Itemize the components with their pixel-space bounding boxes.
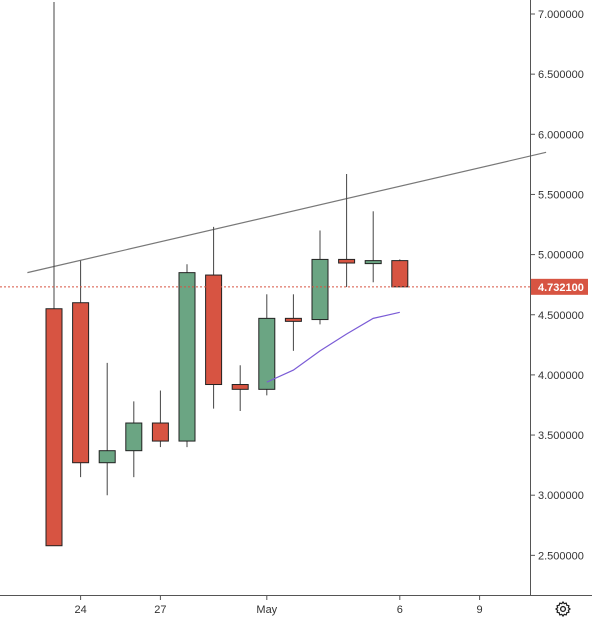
- candle: [151, 390, 169, 448]
- candle: [284, 294, 302, 351]
- y-tick-label: 3.500000: [538, 430, 584, 442]
- last-price-label: 4.732100: [538, 282, 584, 294]
- candle: [98, 362, 116, 496]
- x-tick-label: 24: [74, 604, 86, 616]
- y-tick-label: 6.500000: [538, 69, 584, 81]
- candle: [311, 230, 329, 325]
- y-tick-label: 2.500000: [538, 550, 584, 562]
- candle-body-down: [284, 317, 302, 322]
- candle: [45, 1, 63, 547]
- last-price-label-box: [531, 278, 588, 295]
- candle-body-up: [258, 317, 276, 390]
- candle: [205, 226, 223, 409]
- x-tick-label: 27: [154, 604, 166, 616]
- candle: [178, 264, 196, 448]
- candle-body-up: [178, 272, 196, 442]
- y-tick-label: 4.000000: [538, 370, 584, 382]
- y-tick-label: 5.500000: [538, 189, 584, 201]
- candle-body-down: [231, 384, 249, 390]
- y-tick-label: 4.500000: [538, 310, 584, 322]
- y-tick-label: 7.000000: [538, 9, 584, 21]
- candle-body-up: [364, 260, 382, 265]
- candle-body-up: [125, 422, 143, 452]
- candle: [125, 401, 143, 478]
- y-tick-label: 5.000000: [538, 250, 584, 262]
- candle: [231, 365, 249, 411]
- moving-average-line: [266, 311, 400, 383]
- x-tick-label: 6: [397, 604, 403, 616]
- x-tick-label: 9: [477, 604, 483, 616]
- candle: [391, 259, 409, 288]
- candle-body-up: [98, 450, 116, 464]
- candle-body-down: [338, 258, 356, 264]
- gear-icon: [555, 601, 571, 617]
- candle: [258, 294, 276, 396]
- x-tick-label: May: [256, 604, 277, 616]
- candle-body-down: [45, 308, 63, 547]
- candle-body-down: [205, 274, 223, 386]
- candle: [72, 260, 90, 478]
- settings-button[interactable]: [551, 598, 575, 620]
- candle-body-up: [311, 258, 329, 321]
- trend-line[interactable]: [27, 151, 547, 274]
- y-tick-label: 3.000000: [538, 490, 584, 502]
- candle-body-down: [151, 422, 169, 442]
- candle: [338, 173, 356, 288]
- candle-body-down: [391, 260, 409, 288]
- candle-body-down: [72, 302, 90, 464]
- y-tick-label: 6.000000: [538, 129, 584, 141]
- candle: [364, 211, 382, 283]
